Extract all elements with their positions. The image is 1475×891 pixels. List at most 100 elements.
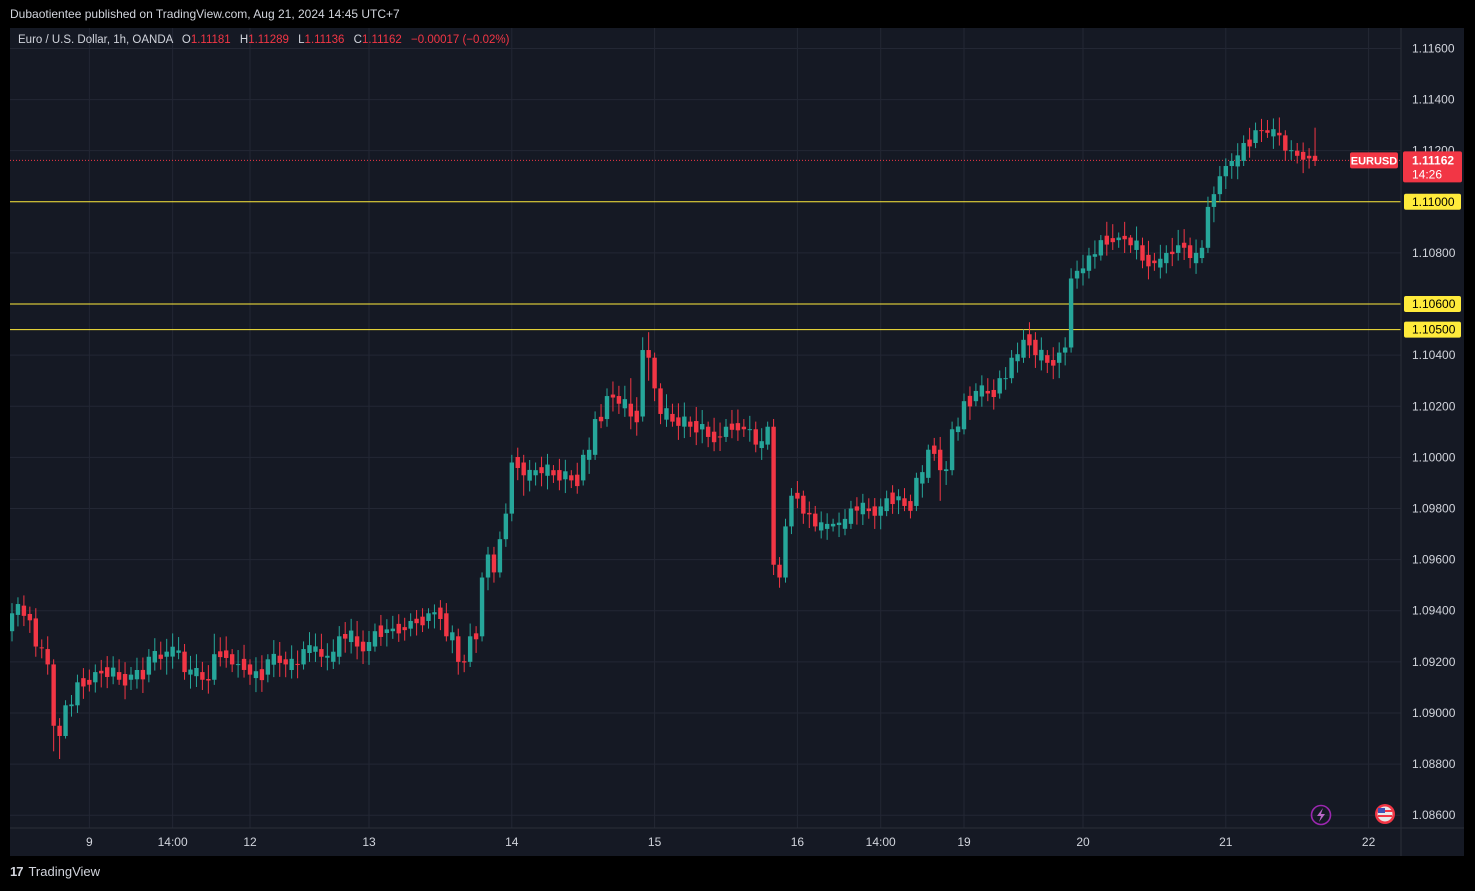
candle <box>1003 367 1008 390</box>
time-tick-label: 22 <box>1362 835 1376 849</box>
candle <box>646 332 651 381</box>
candlestick-chart[interactable]: 1.116001.114001.112001.108001.104001.102… <box>10 28 1464 856</box>
candle <box>1283 130 1288 161</box>
candle <box>206 665 211 694</box>
candle <box>390 615 395 639</box>
candle <box>1176 229 1181 261</box>
close-label: C <box>353 34 362 46</box>
candle <box>592 411 598 460</box>
chart-area[interactable]: 1.11600 1.11400 1.11200 1.10800 1.10400 1.102… <box>10 28 1464 856</box>
candle <box>360 630 366 665</box>
candle <box>1300 142 1306 174</box>
candle <box>1217 166 1223 202</box>
candle <box>920 465 925 498</box>
candle <box>943 461 949 485</box>
candle <box>997 370 1002 399</box>
candle <box>884 490 889 517</box>
candle <box>277 641 282 677</box>
us-flag-icon[interactable] <box>1375 804 1395 824</box>
low-value: 1.11136 <box>304 34 345 46</box>
candle <box>1235 143 1240 180</box>
candle <box>789 488 794 535</box>
price-tick-label: 1.08800 <box>1412 757 1456 771</box>
candle <box>194 654 199 687</box>
candle <box>622 385 628 417</box>
candle <box>265 654 271 683</box>
candle <box>146 649 152 683</box>
time-tick-label: 13 <box>362 835 376 849</box>
candle <box>1009 350 1014 384</box>
time-tick-label: 14:00 <box>158 835 188 849</box>
candle <box>366 631 372 665</box>
candle <box>682 402 687 439</box>
candle <box>1259 118 1264 143</box>
candle <box>122 662 128 700</box>
candle <box>860 493 866 525</box>
grid-lines <box>10 28 1401 828</box>
candle <box>598 404 604 429</box>
high-label: H <box>239 34 249 46</box>
event-icons <box>1310 804 1395 826</box>
candle <box>658 383 663 425</box>
candle <box>521 454 526 496</box>
candle <box>955 417 961 441</box>
candle <box>1211 186 1217 223</box>
change-value: −0.00017 (−0.02%) <box>411 34 510 46</box>
candle <box>1104 221 1109 256</box>
candle <box>991 379 996 410</box>
candle <box>1021 329 1026 363</box>
candle <box>235 650 241 678</box>
candle <box>985 378 990 402</box>
candle <box>581 449 586 486</box>
candle <box>158 641 163 670</box>
candle <box>741 419 747 437</box>
candle <box>801 490 806 524</box>
candle <box>926 444 931 483</box>
candle <box>408 613 413 637</box>
price-tick-label: 1.09600 <box>1412 553 1456 567</box>
candle <box>164 638 169 675</box>
time-tick-label: 14 <box>505 835 519 849</box>
candle <box>1253 122 1258 149</box>
candle <box>182 643 187 680</box>
lightning-icon[interactable] <box>1310 804 1332 826</box>
candle <box>241 644 247 678</box>
candle <box>15 597 21 627</box>
candle <box>1098 235 1104 261</box>
candle <box>872 498 877 529</box>
candle <box>878 498 883 530</box>
candle <box>140 657 146 693</box>
candle <box>57 718 62 759</box>
candle <box>830 518 836 532</box>
candle <box>1295 143 1300 164</box>
candle <box>1312 127 1318 167</box>
candle <box>128 666 134 690</box>
candle <box>1116 232 1121 248</box>
candle <box>420 608 425 633</box>
candle <box>116 659 122 685</box>
price-axis[interactable]: 1.116001.114001.112001.108001.104001.102… <box>1350 28 1464 856</box>
candle <box>1027 322 1032 359</box>
close-value: 1.11162 <box>361 34 402 46</box>
time-axis[interactable]: 9 14:00 12 13 14 15 16 14:00 19 20 21 22 <box>10 827 1464 849</box>
level-label: 1.10500 <box>1412 323 1456 337</box>
candle <box>1045 350 1050 374</box>
candle <box>1289 140 1294 160</box>
candle <box>729 409 735 439</box>
tradingview-brand[interactable]: 17 TradingView <box>10 864 100 879</box>
candle <box>979 375 985 407</box>
candle <box>908 494 913 519</box>
candle <box>503 503 509 547</box>
candle <box>1039 337 1044 371</box>
candle <box>688 416 693 437</box>
symbol-badge-label: EURUSD <box>1351 155 1398 167</box>
candle <box>33 608 38 657</box>
level-badge <box>1404 321 1461 338</box>
candle <box>711 417 717 452</box>
price-tick-label: 1.08600 <box>1412 808 1456 822</box>
time-tick-label: 9 <box>86 835 93 849</box>
candle <box>938 436 943 501</box>
candle <box>462 654 467 673</box>
time-tick-label: 12 <box>243 835 257 849</box>
candle <box>325 643 330 671</box>
